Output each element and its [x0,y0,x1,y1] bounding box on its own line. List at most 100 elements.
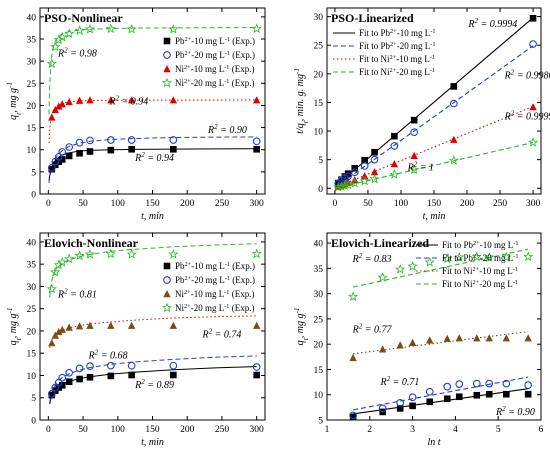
y-tick-label: 20 [27,327,37,337]
point-marker [524,381,533,389]
point-marker [127,321,136,329]
y-axis-label: qt, mg g-1 [6,82,23,120]
point-marker [426,336,434,344]
point-marker [253,371,260,379]
chart-title: PSO-Linearized [331,11,414,25]
legend-label: Fit to Pb2+-20 mg L-1 [442,253,518,264]
point-marker [377,272,388,282]
point-marker [529,103,537,111]
x-tick-label: 300 [526,199,541,209]
point-marker [455,393,463,401]
legend-label: Pb2+-10 mg L-1 (Exp.) [175,261,255,272]
fit-curve [48,136,257,183]
x-axis-label: ln t [427,437,440,448]
x-tick-label: 0 [333,199,338,209]
legend-label: Fit to Ni2+-10 mg L-1 [359,54,435,65]
point-marker [86,96,94,104]
point-marker [371,148,378,156]
point-marker [75,138,84,147]
point-marker [163,262,171,270]
plot-frame [326,232,542,421]
point-marker [443,382,452,391]
r-squared-label: R2 = 0.81 [57,288,97,301]
point-marker [251,23,262,34]
y-tick-label: 40 [27,238,37,248]
point-marker [169,321,178,329]
point-marker [84,249,96,259]
legend-label: Fit to Pb2+-10 mg L-1 [442,240,518,251]
legend-label: Fit to Pb2+-10 mg L-1 [359,28,435,39]
point-marker [442,253,453,264]
fit-line [334,17,534,187]
point-marker [163,290,171,298]
point-marker [57,31,68,42]
point-marker [86,136,94,145]
x-tick-label: 50 [78,425,88,435]
r-squared-label: R2 = 0.83 [352,252,392,265]
fit-line [353,376,529,411]
x-tick-label: 5 [496,425,501,435]
y-tick-label: 5 [318,417,323,427]
y-tick-label: 35 [27,36,37,46]
x-tick-label: 50 [78,199,88,209]
r-squared-label: R2 = 0.94 [108,95,148,108]
point-marker [47,164,56,172]
point-marker [75,364,84,373]
point-marker [396,405,404,412]
point-marker [251,248,262,259]
point-marker [163,276,171,284]
point-marker [84,24,96,34]
y-tick-label: 0 [318,185,323,195]
point-marker [106,136,115,144]
y-axis-label: t/qt, min. g. mg-1 [293,68,310,134]
point-marker [74,250,85,261]
point-marker [75,96,84,104]
legend: Pb2+-10 mg L-1 (Exp.) Pb2+-20 mg L-1 (Exp… [161,261,255,313]
y-tick-label: 25 [27,305,37,315]
x-tick-label: 200 [180,425,195,435]
point-marker [391,132,398,140]
legend-label: Fit to Ni2+-20 mg L-1 [442,279,518,290]
point-marker [86,321,94,329]
point-marker [163,51,171,59]
y-tick-label: 30 [314,290,324,300]
point-marker [64,28,75,38]
point-marker [471,251,482,262]
point-marker [369,173,380,184]
point-marker [409,402,416,410]
point-marker [58,148,67,156]
x-tick-label: 0 [46,199,51,209]
r-squared-label: R2 = 0.77 [352,323,393,336]
legend-label: Fit to Pb2+-20 mg L-1 [359,41,435,52]
x-tick-label: 250 [215,199,230,209]
point-marker [163,65,171,73]
legend-label: Pb2+-20 mg L-1 (Exp.) [175,50,255,61]
chart-title: Elovich-Linearized [331,236,429,250]
legend-label: Ni2+-10 mg L-1 (Exp.) [175,64,254,75]
point-marker [449,99,458,108]
point-marker [127,96,136,104]
point-marker [48,113,56,121]
y-tick-label: 15 [314,99,324,109]
point-marker [473,334,481,342]
point-marker [50,41,61,52]
legend: Fit to Pb2+-10 mg L-1 Fit to Pb2+-20 mg L… [416,240,518,290]
point-marker [472,379,481,388]
point-marker [349,353,357,362]
point-marker [344,170,352,177]
point-marker [107,321,115,329]
point-marker [65,152,73,160]
point-marker [86,362,94,370]
point-marker [53,34,64,45]
r-squared-label: R2 = 0.90 [207,123,247,136]
point-marker [252,363,261,371]
y-tick-label: 15 [27,124,37,134]
y-tick-label: 20 [27,102,37,112]
point-marker [169,136,178,144]
legend-label: Fit to Ni2+-10 mg L-1 [442,266,518,277]
x-tick-label: 300 [250,199,265,209]
point-marker [161,77,173,88]
point-marker [524,334,532,342]
point-marker [407,261,418,271]
point-marker [53,259,64,270]
